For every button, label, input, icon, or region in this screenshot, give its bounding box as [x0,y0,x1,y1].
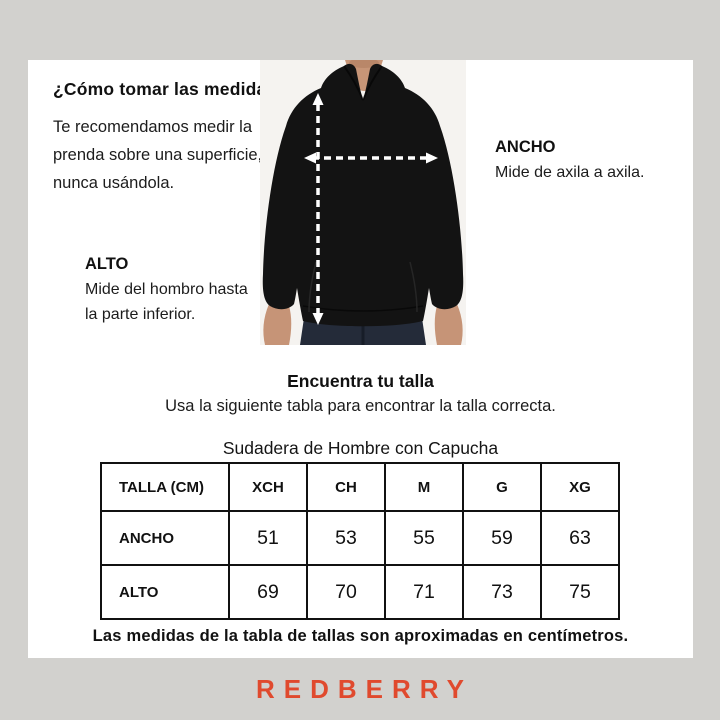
chin-shadow [349,60,379,68]
alto-description: Mide del hombro hasta la parte inferior. [85,281,248,323]
ancho-description: Mide de axila a axila. [495,164,645,181]
row-label-alto: ALTO [100,564,230,620]
ancho-label: ANCHO [495,138,556,156]
pocket-right-seam [409,261,418,313]
alto-value-m: 71 [384,564,464,620]
alto-measure-block: ALTO Mide del hombro hasta la parte infe… [85,255,260,327]
alto-value-ch: 70 [306,564,386,620]
left-hand [263,304,292,345]
product-name: Sudadera de Hombre con Capucha [222,438,499,458]
row-label-ancho: ANCHO [100,510,230,566]
hoodie-measurement-photo [260,60,466,345]
guide-intro: Te recomendamos medir la prenda sobre un… [53,118,263,192]
ancho-value-xg: 63 [540,510,620,566]
size-finder-title: Encuentra tu talla [287,371,434,391]
brand-logo: REDBERRY [256,673,473,704]
content-panel: ¿Cómo tomar las medidas? Te recomendamos… [28,60,693,658]
ancho-value-m: 55 [384,510,464,566]
ancho-value-xch: 51 [228,510,308,566]
height-arrow [312,93,324,325]
alto-value-g: 73 [462,564,542,620]
alto-value-xch: 69 [228,564,308,620]
hood-left-edge [343,65,364,101]
width-arrow [304,152,438,164]
hem-seam [302,305,424,312]
footer: REDBERRY [0,658,720,720]
header-size-ch: CH [306,462,386,512]
ancho-value-g: 59 [462,510,542,566]
right-hand [434,304,463,345]
ancho-value-ch: 53 [306,510,386,566]
table-row-alto: ALTO 69 70 71 73 75 [100,564,620,620]
hoodie-silhouette [262,63,464,327]
header-size-xg: XG [540,462,620,512]
pocket-left-seam [308,261,317,313]
table-row-ancho: ANCHO 51 53 55 59 63 [100,510,620,566]
ancho-measure-block: ANCHO Mide de axila a axila. [495,138,680,185]
alto-value-xg: 75 [540,564,620,620]
header-size-m: M [384,462,464,512]
hoodie-diagram [260,60,466,345]
guide-heading: ¿Cómo tomar las medidas? [53,79,288,99]
header-talla-cm: TALLA (CM) [100,462,230,512]
header-size-g: G [462,462,542,512]
hood-right-edge [362,65,383,101]
size-table: TALLA (CM) XCH CH M G XG ANCHO 51 53 55 … [100,462,620,620]
header-size-xch: XCH [228,462,308,512]
size-finder-subtitle: Usa la siguiente tabla para encontrar la… [165,397,556,415]
alto-label: ALTO [85,255,129,273]
measurements-note: Las medidas de la tabla de tallas son ap… [92,627,629,645]
size-table-header-row: TALLA (CM) XCH CH M G XG [100,462,620,512]
